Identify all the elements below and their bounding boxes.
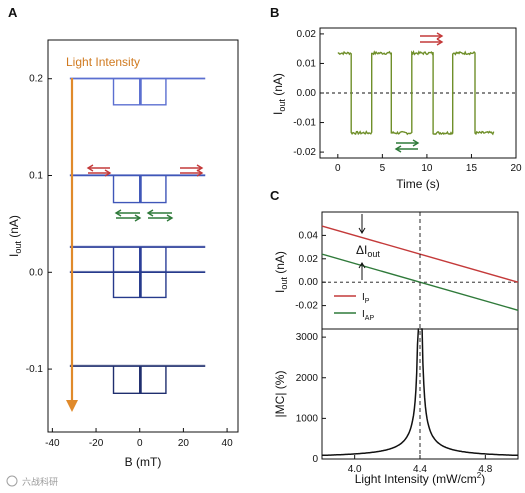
panel-c-bottom-ticks: 0 1000 2000 3000 4.0 4.4 4.8 xyxy=(296,332,493,475)
panel-c-top-ytick-label: 0.02 xyxy=(299,254,319,265)
panel-a-ytick-label: -0.1 xyxy=(26,364,44,375)
hysteresis-loop-2 xyxy=(69,174,206,204)
panel-b-signal-line xyxy=(337,50,495,136)
panel-a-xtick-label: -20 xyxy=(89,438,104,449)
hysteresis-loop-1 xyxy=(69,78,206,106)
panel-c-xtick-label: 4.4 xyxy=(413,464,427,475)
panel-b-ticks: 0 5 10 15 20 -0.02 -0.01 0.00 0.01 0.02 xyxy=(293,29,522,174)
delta-arrows xyxy=(358,214,366,280)
panel-c-top-ytick-label: 0.04 xyxy=(299,230,319,241)
panel-c-bottom-ylabel: |MC| (%) xyxy=(273,371,287,418)
panel-b-green-arrows xyxy=(394,139,420,153)
panel-b-ytick-label: 0.00 xyxy=(297,88,317,99)
panel-letter-a: A xyxy=(8,5,18,20)
green-left-arrow xyxy=(114,209,142,222)
panel-b-xlabel: Time (s) xyxy=(396,177,440,191)
watermark: 六战科研 xyxy=(6,475,58,487)
delta-iout-label: ΔIout xyxy=(356,243,380,259)
panel-b-ytick-label: 0.02 xyxy=(297,29,317,40)
panel-c-top-ytick-label: 0.00 xyxy=(299,277,319,288)
panel-a-loops xyxy=(69,77,206,394)
hysteresis-loop-5 xyxy=(69,365,206,394)
panel-c-bottom-ytick-label: 2000 xyxy=(296,373,319,384)
panel-c-top-ticks: -0.02 0.00 0.02 0.04 xyxy=(295,230,326,312)
panel-b-xtick-label: 20 xyxy=(510,163,522,174)
panel-a-xtick-label: 20 xyxy=(178,438,190,449)
panel-a-xtick-label: -40 xyxy=(45,438,60,449)
panel-c-top-ylabel: Iout (nA) xyxy=(273,251,289,293)
legend-iap-label: IAP xyxy=(362,309,374,322)
mc-curve xyxy=(322,328,518,457)
panel-c-bottom-ytick-label: 1000 xyxy=(296,413,319,424)
panel-b-ytick-label: 0.01 xyxy=(297,58,317,69)
hysteresis-loop-3 xyxy=(69,246,206,273)
panel-a-ytick-label: 0.1 xyxy=(29,171,43,182)
panel-c-top: -0.02 0.00 0.02 0.04 ΔIout IP IAP Iout (nA) xyxy=(273,211,519,330)
panel-b-ylabel: Iout (nA) xyxy=(271,73,287,115)
panel-b-xtick-label: 10 xyxy=(421,163,433,174)
parallel-red-right-arrow xyxy=(180,164,204,177)
panel-letter-c: C xyxy=(270,188,280,203)
watermark-text: 六战科研 xyxy=(22,476,58,487)
panel-a-ytick-label: 0.2 xyxy=(29,74,43,85)
panel-a: -40 -20 0 20 40 -0.1 0.0 0.1 0.2 Light Intensity xyxy=(7,39,239,469)
green-right-arrow xyxy=(146,209,174,222)
panel-a-xtick-label: 40 xyxy=(222,438,234,449)
panel-a-xlabel: B (mT) xyxy=(125,455,162,469)
light-intensity-label: Light Intensity xyxy=(66,55,140,69)
antiparallel-red-left-arrow xyxy=(86,164,112,177)
panel-a-ticks: -40 -20 0 20 40 -0.1 0.0 0.1 0.2 xyxy=(26,74,233,449)
panel-c-bottom-ytick-label: 0 xyxy=(312,454,318,465)
light-intensity-arrowhead xyxy=(66,400,78,412)
hysteresis-loop-4 xyxy=(69,271,206,299)
panel-b-xtick-label: 5 xyxy=(380,163,386,174)
panel-b: 0 5 10 15 20-0.02-0.010.000.010.02 Time (s) … xyxy=(271,27,522,191)
panel-c-xlabel: Light Intensity (mW/cm2) xyxy=(355,471,485,486)
panel-b-xtick-label: 0 xyxy=(335,163,341,174)
panel-letter-b: B xyxy=(270,5,279,20)
panel-c-xtick-label: 4.0 xyxy=(348,464,362,475)
panel-b-ytick-label: -0.02 xyxy=(293,147,316,158)
panel-c-top-ytick-label: -0.02 xyxy=(295,301,318,312)
watermark-icon xyxy=(6,475,18,487)
panel-a-frame xyxy=(47,39,239,433)
panel-c-legend: IP IAP xyxy=(334,292,374,322)
panel-a-ytick-label: 0.0 xyxy=(29,267,43,278)
panel-a-xtick-label: 0 xyxy=(137,438,143,449)
panel-c-xtick-label: 4.8 xyxy=(478,464,492,475)
panel-a-ylabel: Iout (nA) xyxy=(7,215,23,257)
panel-b-red-arrows xyxy=(420,32,444,46)
panel-b-xtick-label: 15 xyxy=(466,163,478,174)
legend-ip-label: IP xyxy=(362,292,370,305)
panel-c-bottom: 0 1000 2000 3000 4.0 4.4 4.8 Light Intensity (… xyxy=(273,212,519,486)
panel-b-ytick-label: -0.01 xyxy=(293,118,316,129)
panel-c-bottom-ytick-label: 3000 xyxy=(296,332,319,343)
panel-a-magnet-arrows xyxy=(86,164,204,222)
